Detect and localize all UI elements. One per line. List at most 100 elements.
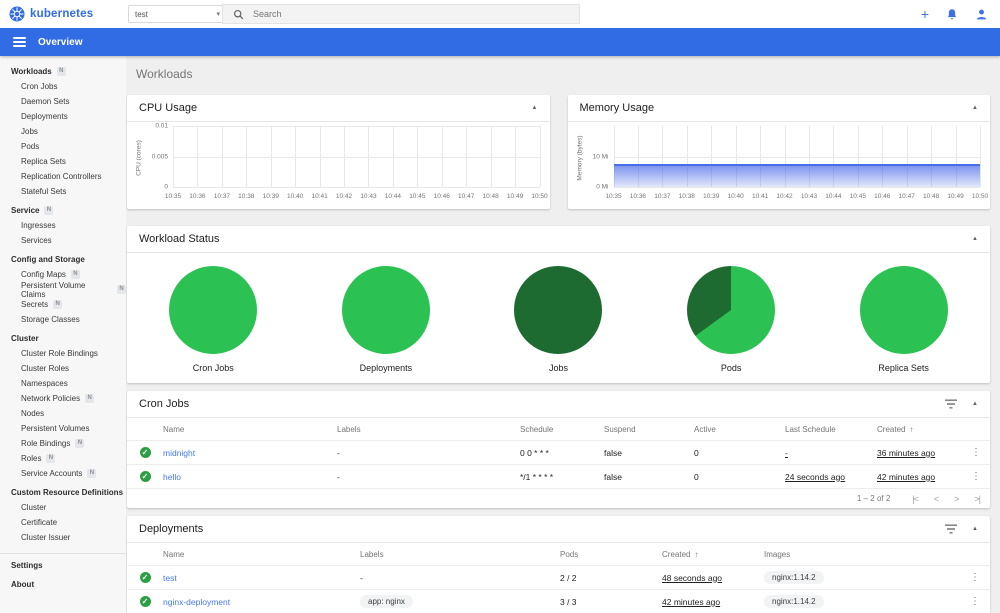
x-tick-label: 10:42 [335, 193, 353, 200]
search-input[interactable]: Search [222, 4, 580, 24]
pods-value: 2 / 2 [560, 572, 577, 583]
column-header-labels[interactable]: Labels [360, 549, 384, 559]
content-title: Workloads [136, 67, 193, 81]
user-button[interactable] [975, 8, 988, 21]
x-tick-label: 10:44 [384, 193, 402, 200]
row-menu-button[interactable]: ⋮ [971, 447, 981, 458]
chevron-down-icon: ▾ [216, 11, 220, 18]
collapse-icon[interactable]: ▲ [972, 526, 978, 532]
sidebar-item-stateful-sets[interactable]: Stateful Sets [0, 184, 126, 199]
sidebar-item-persistent-volumes[interactable]: Persistent Volumes [0, 421, 126, 436]
row-menu-button[interactable]: ⋮ [970, 572, 980, 583]
sidebar-item-cluster[interactable]: Cluster [0, 500, 126, 515]
pie-chart [859, 266, 948, 354]
created-value[interactable]: 42 minutes ago [662, 596, 721, 607]
first-page-button[interactable]: |< [912, 493, 919, 504]
sidebar-item-about[interactable]: About [11, 580, 35, 589]
sidebar-item-replica-sets[interactable]: Replica Sets [0, 154, 126, 169]
workload-status-title: Workload Status [139, 233, 220, 245]
gridline [735, 126, 737, 187]
sidebar-item-network-policies[interactable]: Network Policies N [0, 391, 126, 406]
next-page-button[interactable]: > [954, 493, 959, 504]
sidebar-item-persistent-volume-claims[interactable]: Persistent Volume Claims N [0, 281, 126, 299]
sidebar-item-deployments[interactable]: Deployments [0, 109, 126, 124]
namespace-select[interactable]: test ▾ [128, 5, 227, 23]
sidebar-item-daemon-sets[interactable]: Daemon Sets [0, 94, 126, 109]
sidebar-item-cluster-roles[interactable]: Cluster Roles [0, 361, 126, 376]
gridline [808, 126, 810, 187]
column-header-name[interactable]: Name [163, 549, 185, 559]
column-header-last-schedule[interactable]: Last Schedule [785, 424, 836, 434]
sidebar-item-cluster-role-bindings[interactable]: Cluster Role Bindings [0, 346, 126, 361]
collapse-icon[interactable]: ▲ [972, 401, 978, 407]
sidebar-item-ingresses[interactable]: Ingresses [0, 218, 126, 233]
sidebar-item-cron-jobs[interactable]: Cron Jobs [0, 79, 126, 94]
sidebar-item-role-bindings[interactable]: Role Bindings N [0, 436, 126, 451]
y-tick-label: 0.01 [155, 122, 168, 130]
x-tick-label: 10:40 [287, 193, 304, 200]
sidebar-item-secrets[interactable]: Secrets N [0, 297, 126, 312]
y-tick-label: 10 Mi [592, 153, 609, 161]
column-header-suspend[interactable]: Suspend [604, 424, 636, 434]
created-value[interactable]: 48 seconds ago [662, 572, 723, 583]
column-header-active[interactable]: Active [694, 424, 716, 434]
sidebar-item-label: Namespaces [21, 379, 68, 388]
sidebar-item-pods[interactable]: Pods [0, 139, 126, 154]
filter-icon[interactable] [945, 399, 958, 409]
filter-icon[interactable] [945, 524, 958, 534]
sidebar-item-jobs[interactable]: Jobs [0, 124, 126, 139]
create-resource-button[interactable]: + [920, 6, 929, 22]
deployment-link[interactable]: test [163, 572, 177, 583]
sidebar-item-service-accounts[interactable]: Service Accounts N [0, 466, 126, 481]
column-header-created[interactable]: Created ↑ [662, 549, 699, 559]
sidebar-item-certificate[interactable]: Certificate [0, 515, 126, 530]
sidebar-section-custom-resource-definitions[interactable]: Custom Resource Definitions [0, 485, 126, 500]
row-menu-button[interactable]: ⋮ [970, 596, 980, 607]
created-value[interactable]: 42 minutes ago [877, 471, 936, 482]
y-tick-label: 0 [164, 183, 168, 191]
last-schedule-value[interactable]: - [785, 447, 788, 458]
column-header-created[interactable]: Created ↑ [877, 424, 914, 434]
sidebar-item-roles[interactable]: Roles N [0, 451, 126, 466]
column-header-images[interactable]: Images [764, 549, 791, 559]
sidebar-item-storage-classes[interactable]: Storage Classes [0, 312, 126, 327]
x-tick-label: 10:43 [360, 193, 377, 200]
schedule-value: */1 * * * * [520, 471, 554, 482]
collapse-icon[interactable]: ▲ [972, 105, 978, 111]
created-value[interactable]: 36 minutes ago [877, 447, 936, 458]
sidebar-section-service[interactable]: Service N [0, 203, 126, 218]
sidebar-item-namespaces[interactable]: Namespaces [0, 376, 126, 391]
sidebar-item-settings[interactable]: Settings [11, 561, 43, 570]
collapse-icon[interactable]: ▲ [972, 236, 978, 242]
sidebar-item-replication-controllers[interactable]: Replication Controllers [0, 169, 126, 184]
sidebar-section-workloads[interactable]: Workloads N [0, 64, 126, 79]
row-menu-button[interactable]: ⋮ [971, 471, 981, 482]
collapse-icon[interactable]: ▲ [531, 105, 538, 111]
x-tick-label: 10:41 [311, 193, 328, 200]
last-page-button[interactable]: >| [974, 493, 981, 504]
deployment-link[interactable]: nginx-deployment [163, 596, 231, 607]
labels-value: - [360, 572, 363, 583]
sidebar-item-config-maps[interactable]: Config Maps N [0, 267, 126, 282]
column-header-pods[interactable]: Pods [560, 549, 579, 559]
sidebar-item-label: Cluster [21, 503, 47, 512]
gridline [539, 126, 541, 187]
x-tick-label: 10:45 [849, 193, 866, 200]
menu-button[interactable] [13, 37, 26, 47]
column-header-schedule[interactable]: Schedule [520, 424, 554, 434]
brand[interactable]: kubernetes [9, 0, 93, 28]
sidebar-item-services[interactable]: Services [0, 233, 126, 248]
last-schedule-value[interactable]: 24 seconds ago [785, 471, 846, 482]
notifications-button[interactable] [946, 8, 958, 21]
cronjob-link[interactable]: hello [163, 471, 181, 482]
sidebar-item-nodes[interactable]: Nodes [0, 406, 126, 421]
sidebar-item-cluster-issuer[interactable]: Cluster Issuer [0, 530, 126, 545]
prev-page-button[interactable]: < [933, 493, 939, 504]
gridline [173, 126, 540, 127]
sidebar-section-config-and-storage[interactable]: Config and Storage [0, 252, 126, 267]
cronjob-link[interactable]: midnight [163, 447, 196, 458]
workload-pie-deployments: Deployments [301, 266, 471, 373]
column-header-labels[interactable]: Labels [337, 424, 361, 434]
column-header-name[interactable]: Name [163, 424, 185, 434]
sidebar-section-cluster[interactable]: Cluster [0, 331, 126, 346]
